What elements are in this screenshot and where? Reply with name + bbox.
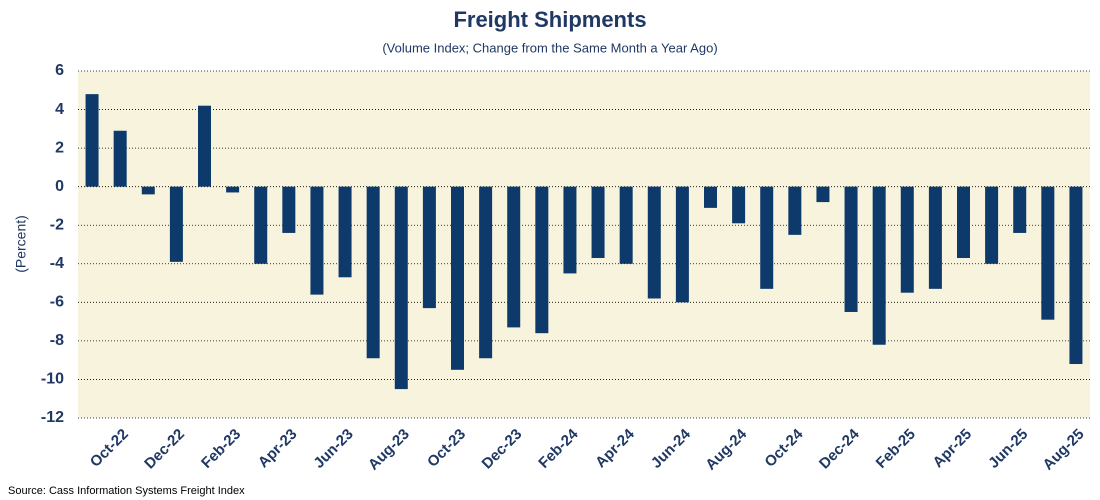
bar: [788, 186, 802, 235]
bar: [816, 186, 830, 203]
bar: [226, 186, 240, 193]
y-tick-label: -12: [41, 409, 64, 426]
bar: [282, 186, 296, 233]
x-tick-label: Aug-24: [702, 425, 750, 473]
bar: [479, 186, 493, 359]
x-tick-label: Feb-24: [535, 425, 582, 472]
bar: [394, 186, 408, 390]
bar: [957, 186, 970, 258]
x-tick-label: Dec-23: [479, 426, 526, 473]
y-axis-label: (Percent): [13, 215, 29, 273]
bar: [872, 186, 886, 345]
bar: [760, 186, 774, 289]
bar: [141, 186, 155, 195]
x-tick-label: Feb-23: [198, 426, 244, 472]
bar: [563, 186, 577, 274]
y-tick-label: -8: [50, 332, 64, 349]
x-tick-label: Oct-23: [424, 426, 469, 471]
bar: [254, 186, 268, 264]
x-tick-label: Jun-23: [310, 426, 356, 472]
bar: [338, 186, 352, 278]
x-tick-label: Feb-25: [873, 426, 919, 472]
y-tick-label: 2: [55, 139, 64, 156]
x-tick-label: Apr-24: [592, 425, 638, 471]
x-tick-label: Oct-24: [761, 425, 806, 470]
bar: [1013, 186, 1027, 233]
y-tick-label: -6: [50, 294, 64, 311]
x-tick-label: Dec-22: [141, 426, 188, 473]
chart-subtitle: (Volume Index; Change from the Same Mont…: [382, 40, 717, 55]
y-tick-label: -4: [50, 255, 64, 272]
bar: [732, 186, 746, 224]
bar: [310, 186, 324, 295]
x-tick-label: Aug-25: [1040, 426, 1088, 474]
bar: [169, 186, 183, 262]
bar: [451, 186, 464, 370]
x-tick-label: Jun-24: [648, 425, 695, 472]
bar: [535, 186, 549, 334]
x-tick-label: Dec-24: [816, 425, 863, 472]
bar: [198, 105, 211, 187]
plot-area: [78, 71, 1090, 418]
y-tick-label: 6: [55, 62, 64, 79]
bar: [900, 186, 914, 293]
y-tick-label: -10: [41, 371, 64, 388]
bar: [647, 186, 661, 299]
bar: [985, 186, 999, 264]
y-tick-label: -2: [50, 216, 64, 233]
bar: [1041, 186, 1055, 320]
bar: [619, 186, 633, 264]
chart-title: Freight Shipments: [453, 7, 646, 32]
bar: [507, 186, 521, 328]
y-tick-label: 0: [55, 178, 64, 195]
bar: [675, 186, 689, 303]
bar: [85, 94, 99, 187]
bar: [591, 186, 605, 258]
bar: [928, 186, 942, 289]
bar: [113, 130, 127, 187]
bar: [844, 186, 858, 312]
x-tick-label: Aug-23: [365, 426, 413, 474]
bar: [704, 186, 717, 208]
bar: [422, 186, 436, 309]
y-tick-label: 4: [55, 101, 64, 118]
x-tick-label: Apr-23: [255, 426, 301, 472]
x-tick-label: Apr-25: [930, 426, 976, 472]
x-tick-label: Oct-22: [87, 426, 132, 471]
bar: [1069, 186, 1083, 365]
bar: [366, 186, 380, 359]
x-tick-label: Jun-25: [985, 426, 1031, 472]
source-note: Source: Cass Information Systems Freight…: [8, 485, 245, 497]
